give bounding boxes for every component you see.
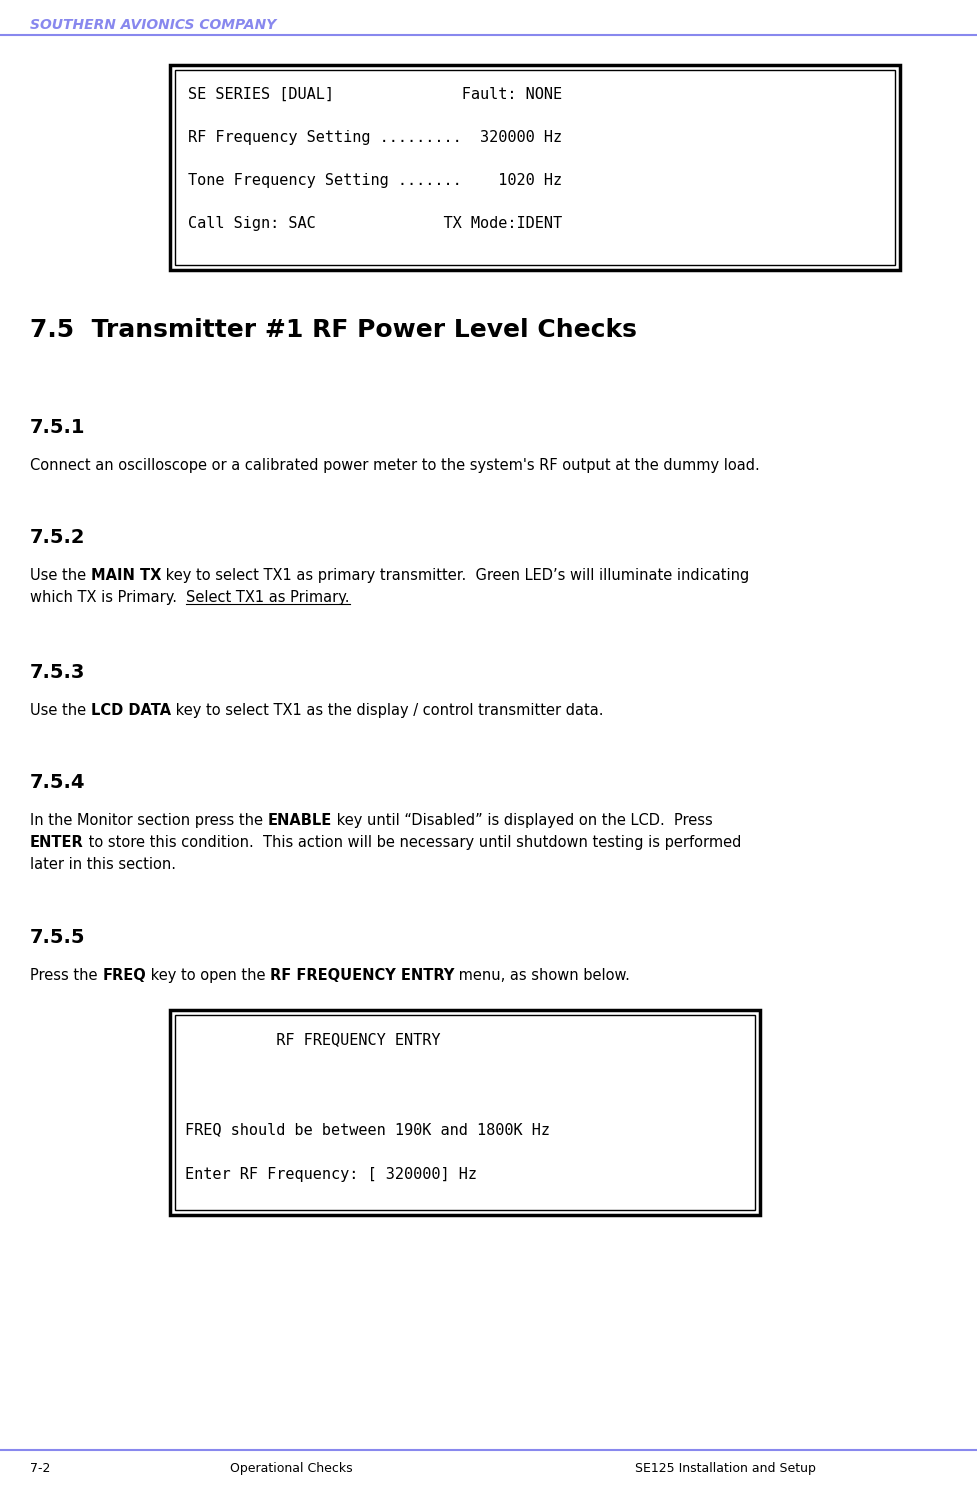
Text: 7.5.5: 7.5.5 [30,928,86,947]
Text: Press the: Press the [30,968,103,983]
Text: key to open the: key to open the [146,968,270,983]
Text: key to select TX1 as primary transmitter.  Green LED’s will illuminate indicatin: key to select TX1 as primary transmitter… [161,568,749,583]
Text: MAIN TX: MAIN TX [91,568,161,583]
Text: SOUTHERN AVIONICS COMPANY: SOUTHERN AVIONICS COMPANY [30,18,276,31]
Text: RF FREQUENCY ENTRY: RF FREQUENCY ENTRY [185,1032,441,1047]
Text: RF FREQUENCY ENTRY: RF FREQUENCY ENTRY [270,968,454,983]
Text: 7.5  Transmitter #1 RF Power Level Checks: 7.5 Transmitter #1 RF Power Level Checks [30,318,637,342]
Text: Enter RF Frequency: [ 320000] Hz: Enter RF Frequency: [ 320000] Hz [185,1167,477,1182]
Bar [175,1015,755,1210]
Bar [170,66,900,270]
Text: which TX is Primary.: which TX is Primary. [30,589,187,604]
Bar [175,70,895,266]
Text: LCD DATA: LCD DATA [91,703,171,718]
Text: key until “Disabled” is displayed on the LCD.  Press: key until “Disabled” is displayed on the… [332,813,712,828]
Text: Connect an oscilloscope or a calibrated power meter to the system's RF output at: Connect an oscilloscope or a calibrated … [30,458,760,473]
Text: ENTER: ENTER [30,836,84,850]
Text: 7-2: 7-2 [30,1462,51,1476]
Text: Tone Frequency Setting .......    1020 Hz: Tone Frequency Setting ....... 1020 Hz [188,173,562,188]
Bar [170,1010,760,1214]
Text: SE SERIES [DUAL]              Fault: NONE: SE SERIES [DUAL] Fault: NONE [188,87,562,101]
Text: Operational Checks: Operational Checks [230,1462,353,1476]
Text: to store this condition.  This action will be necessary until shutdown testing i: to store this condition. This action wil… [84,836,742,850]
Text: RF Frequency Setting .........  320000 Hz: RF Frequency Setting ......... 320000 Hz [188,130,562,145]
Text: In the Monitor section press the: In the Monitor section press the [30,813,268,828]
Text: Select TX1 as Primary.: Select TX1 as Primary. [187,589,350,604]
Text: key to select TX1 as the display / control transmitter data.: key to select TX1 as the display / contr… [171,703,604,718]
Text: FREQ: FREQ [103,968,146,983]
Text: SE125 Installation and Setup: SE125 Installation and Setup [635,1462,816,1476]
Text: Use the: Use the [30,568,91,583]
Text: later in this section.: later in this section. [30,856,176,871]
Text: Use the: Use the [30,703,91,718]
Text: 7.5.4: 7.5.4 [30,773,86,792]
Text: FREQ should be between 190K and 1800K Hz: FREQ should be between 190K and 1800K Hz [185,1122,550,1137]
Text: 7.5.1: 7.5.1 [30,418,86,437]
Text: Call Sign: SAC              TX Mode:IDENT: Call Sign: SAC TX Mode:IDENT [188,216,562,231]
Text: 7.5.3: 7.5.3 [30,662,85,682]
Text: ENABLE: ENABLE [268,813,332,828]
Text: menu, as shown below.: menu, as shown below. [454,968,630,983]
Text: 7.5.2: 7.5.2 [30,528,86,548]
